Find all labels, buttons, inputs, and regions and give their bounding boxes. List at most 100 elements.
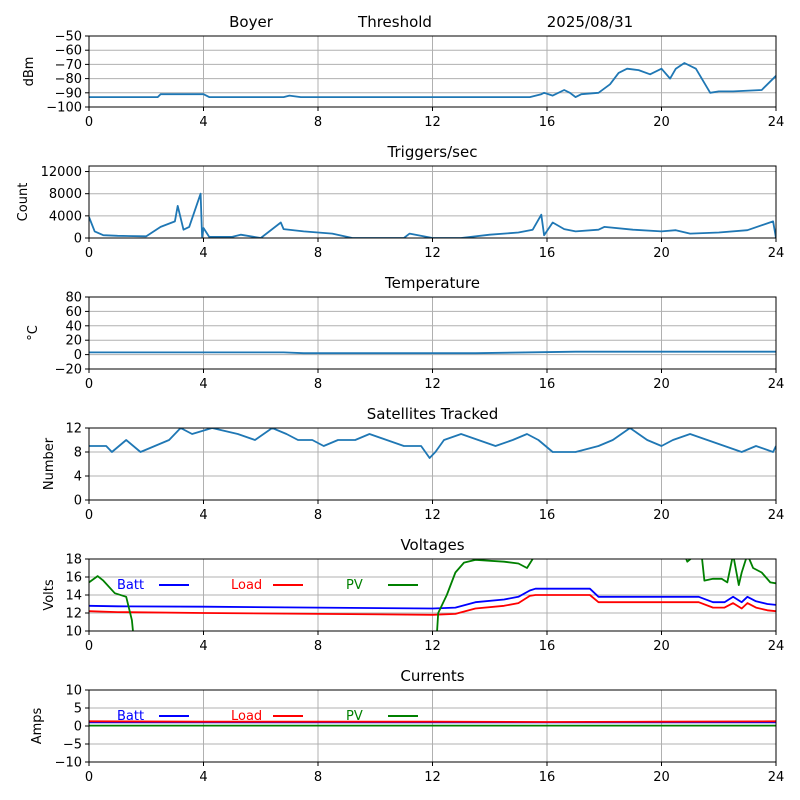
x-tick-label: 16 — [539, 770, 556, 785]
y-tick-label: 8000 — [49, 187, 82, 202]
series-line — [89, 350, 776, 355]
series-line-batt — [89, 587, 776, 610]
y-tick-label: 0 — [74, 232, 82, 247]
y-tick-label: −80 — [55, 72, 82, 87]
y-tick-label: −100 — [46, 101, 82, 116]
y-tick-label: 12 — [65, 422, 82, 437]
series-line-load — [89, 720, 776, 723]
x-tick-label: 20 — [653, 115, 670, 130]
legend-label-pv: PV — [346, 578, 363, 593]
x-tick-label: 4 — [199, 639, 207, 654]
header-mode: Threshold — [357, 13, 432, 31]
x-tick-label: 0 — [85, 770, 93, 785]
header-station: Boyer — [229, 13, 274, 31]
y-tick-label: 8 — [74, 446, 82, 461]
y-tick-label: 0 — [74, 720, 82, 735]
x-tick-label: 4 — [199, 770, 207, 785]
x-tick-label: 8 — [314, 115, 322, 130]
chart-triggers: 0 4 8 12 16 20 24 0 4000 8000 12000 Triggers/sec Cou… — [16, 143, 784, 261]
legend-label-batt: Batt — [117, 578, 144, 593]
y-tick-label: 16 — [65, 571, 82, 586]
y-tick-label: 0 — [74, 494, 82, 509]
y-tick-label: −70 — [55, 58, 82, 73]
series-line — [89, 192, 776, 238]
x-tick-label: 24 — [768, 115, 785, 130]
y-axis-label: dBm — [22, 57, 37, 87]
chart-title: Satellites Tracked — [367, 405, 498, 423]
x-tick-label: 8 — [314, 639, 322, 654]
x-tick-label: 24 — [768, 246, 785, 261]
x-tick-label: 8 — [314, 770, 322, 785]
y-tick-label: −50 — [55, 30, 82, 45]
x-tick-label: 0 — [85, 246, 93, 261]
series-line-load — [89, 594, 776, 616]
x-tick-label: 12 — [424, 770, 441, 785]
x-tick-label: 24 — [768, 639, 785, 654]
legend-label-load: Load — [231, 709, 262, 724]
y-axis-label: Number — [42, 437, 57, 490]
y-axis-label: Amps — [30, 707, 45, 744]
x-tick-label: 12 — [424, 639, 441, 654]
x-tick-label: 24 — [768, 508, 785, 523]
x-tick-label: 20 — [653, 377, 670, 392]
x-tick-label: 16 — [539, 115, 556, 130]
x-tick-label: 0 — [85, 508, 93, 523]
y-tick-label: 5 — [74, 702, 82, 717]
x-tick-label: 20 — [653, 639, 670, 654]
y-axis-label: Count — [16, 183, 31, 222]
y-tick-label: 80 — [65, 291, 82, 306]
x-tick-label: 4 — [199, 508, 207, 523]
x-tick-label: 12 — [424, 377, 441, 392]
series-line-pv — [89, 559, 776, 631]
y-tick-label: 20 — [65, 334, 82, 349]
x-tick-label: 8 — [314, 508, 322, 523]
legend-label-batt: Batt — [117, 709, 144, 724]
y-tick-label: −60 — [55, 44, 82, 59]
x-tick-label: 8 — [314, 246, 322, 261]
y-axis-label: Volts — [42, 579, 57, 611]
y-tick-label: 14 — [65, 589, 82, 604]
legend-label-pv: PV — [346, 709, 363, 724]
legend-label-load: Load — [231, 578, 262, 593]
chart-title: Currents — [400, 667, 464, 685]
y-tick-label: 18 — [65, 553, 82, 568]
header-date: 2025/08/31 — [547, 13, 633, 31]
y-tick-label: −10 — [55, 756, 82, 771]
x-tick-label: 0 — [85, 377, 93, 392]
y-tick-label: −5 — [63, 738, 82, 753]
chart-title: Temperature — [384, 274, 480, 292]
x-tick-label: 16 — [539, 508, 556, 523]
chart-signal: 0 4 8 12 16 20 24 −100−90−80−70−60−50 dBm — [22, 30, 784, 131]
y-tick-label: 10 — [65, 684, 82, 699]
x-tick-label: 12 — [424, 508, 441, 523]
x-tick-label: 20 — [653, 246, 670, 261]
x-tick-label: 16 — [539, 377, 556, 392]
x-tick-label: 4 — [199, 246, 207, 261]
chart-currents: 0 4 8 12 16 20 24 −10 −5 0 5 10 Currents Amps Batt Load… — [30, 667, 784, 785]
x-tick-label: 12 — [424, 115, 441, 130]
y-axis-label: °C — [26, 325, 41, 341]
series-line — [89, 428, 776, 459]
y-tick-label: 4000 — [49, 209, 82, 224]
y-tick-label: 12000 — [41, 165, 82, 180]
x-tick-label: 16 — [539, 246, 556, 261]
x-tick-label: 8 — [314, 377, 322, 392]
y-tick-label: 4 — [74, 470, 82, 485]
y-tick-label: −20 — [55, 363, 82, 378]
x-tick-label: 4 — [199, 377, 207, 392]
y-tick-label: 40 — [65, 319, 82, 334]
y-tick-label: −90 — [55, 86, 82, 101]
chart-satellites: 0 4 8 12 16 20 24 0 4 8 12 Satellites Tracked Number — [42, 405, 784, 523]
x-tick-label: 16 — [539, 639, 556, 654]
x-tick-label: 0 — [85, 639, 93, 654]
x-tick-label: 0 — [85, 115, 93, 130]
chart-title: Voltages — [400, 536, 464, 554]
y-tick-label: 0 — [74, 348, 82, 363]
y-tick-label: 60 — [65, 305, 82, 320]
y-tick-label: 12 — [65, 607, 82, 622]
x-tick-label: 24 — [768, 377, 785, 392]
x-tick-label: 20 — [653, 770, 670, 785]
